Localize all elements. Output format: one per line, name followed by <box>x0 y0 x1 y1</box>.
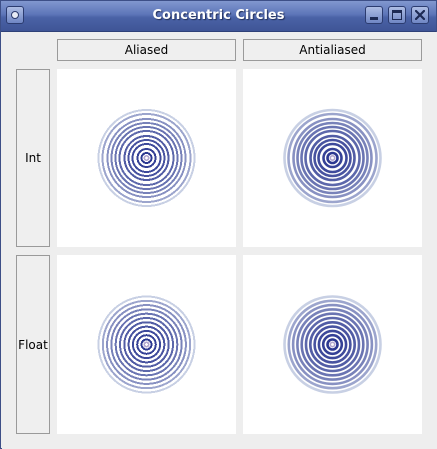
ring <box>292 117 373 199</box>
ring <box>119 317 174 372</box>
ring <box>317 142 348 174</box>
ring <box>127 139 166 177</box>
ring <box>114 312 179 377</box>
ring <box>287 112 378 204</box>
minimize-icon[interactable] <box>365 6 383 24</box>
ring <box>131 143 162 173</box>
window-title: Concentric Circles <box>152 8 285 23</box>
ring <box>114 126 179 190</box>
concentric-circles-float-aliased <box>97 295 196 394</box>
row-header-float-label: Float <box>18 337 48 352</box>
circle-widget-float-antialiased <box>243 255 422 434</box>
ring <box>127 325 166 364</box>
maximize-icon[interactable] <box>388 6 406 24</box>
ring <box>326 338 339 351</box>
circles-grid: Aliased Antialiased Int Float <box>2 32 437 449</box>
ring <box>296 308 369 381</box>
ring <box>321 333 344 356</box>
ring <box>313 325 352 364</box>
center-ring <box>329 155 336 162</box>
close-icon[interactable] <box>411 6 429 24</box>
ring <box>123 135 170 181</box>
ring <box>97 295 196 394</box>
ring <box>106 118 187 198</box>
ring <box>313 138 352 178</box>
concentric-circles-int-aliased <box>97 109 196 207</box>
ring <box>287 299 378 390</box>
ring <box>304 129 361 187</box>
ring <box>304 316 361 373</box>
ring <box>131 329 162 360</box>
ring <box>118 130 175 186</box>
concentric-circles-int-antialiased <box>283 108 382 208</box>
center-ring <box>329 341 336 348</box>
center-ring <box>143 341 150 348</box>
window-menu-icon[interactable] <box>6 6 24 24</box>
ring <box>283 295 382 394</box>
ring <box>291 303 374 386</box>
ring <box>322 147 343 169</box>
title-bar[interactable]: Concentric Circles <box>1 1 436 32</box>
circle-widget-float-aliased <box>57 255 236 434</box>
ring <box>97 109 196 207</box>
center-ring <box>143 155 150 162</box>
circle-widget-int-antialiased <box>243 69 422 247</box>
column-header-aliased: Aliased <box>57 39 236 61</box>
ring <box>136 148 157 168</box>
ring <box>110 308 183 381</box>
row-header-int-label: Int <box>25 151 41 165</box>
ring <box>309 134 356 182</box>
ring <box>317 329 348 360</box>
ring <box>106 304 187 385</box>
row-header-int: Int <box>16 69 50 247</box>
ring <box>296 121 369 195</box>
ring <box>283 108 382 208</box>
ring <box>123 321 170 368</box>
ring <box>140 338 153 351</box>
row-header-float: Float <box>16 255 50 434</box>
column-header-antialiased: Antialiased <box>243 39 422 61</box>
ring <box>136 334 157 355</box>
ring <box>326 151 339 165</box>
ring <box>300 125 365 191</box>
ring <box>101 299 192 390</box>
ring <box>300 312 365 377</box>
ring <box>140 152 153 164</box>
ring <box>101 113 192 203</box>
ring <box>309 321 357 369</box>
concentric-circles-float-antialiased <box>283 295 382 394</box>
circle-widget-int-aliased <box>57 69 236 247</box>
ring <box>110 122 183 194</box>
